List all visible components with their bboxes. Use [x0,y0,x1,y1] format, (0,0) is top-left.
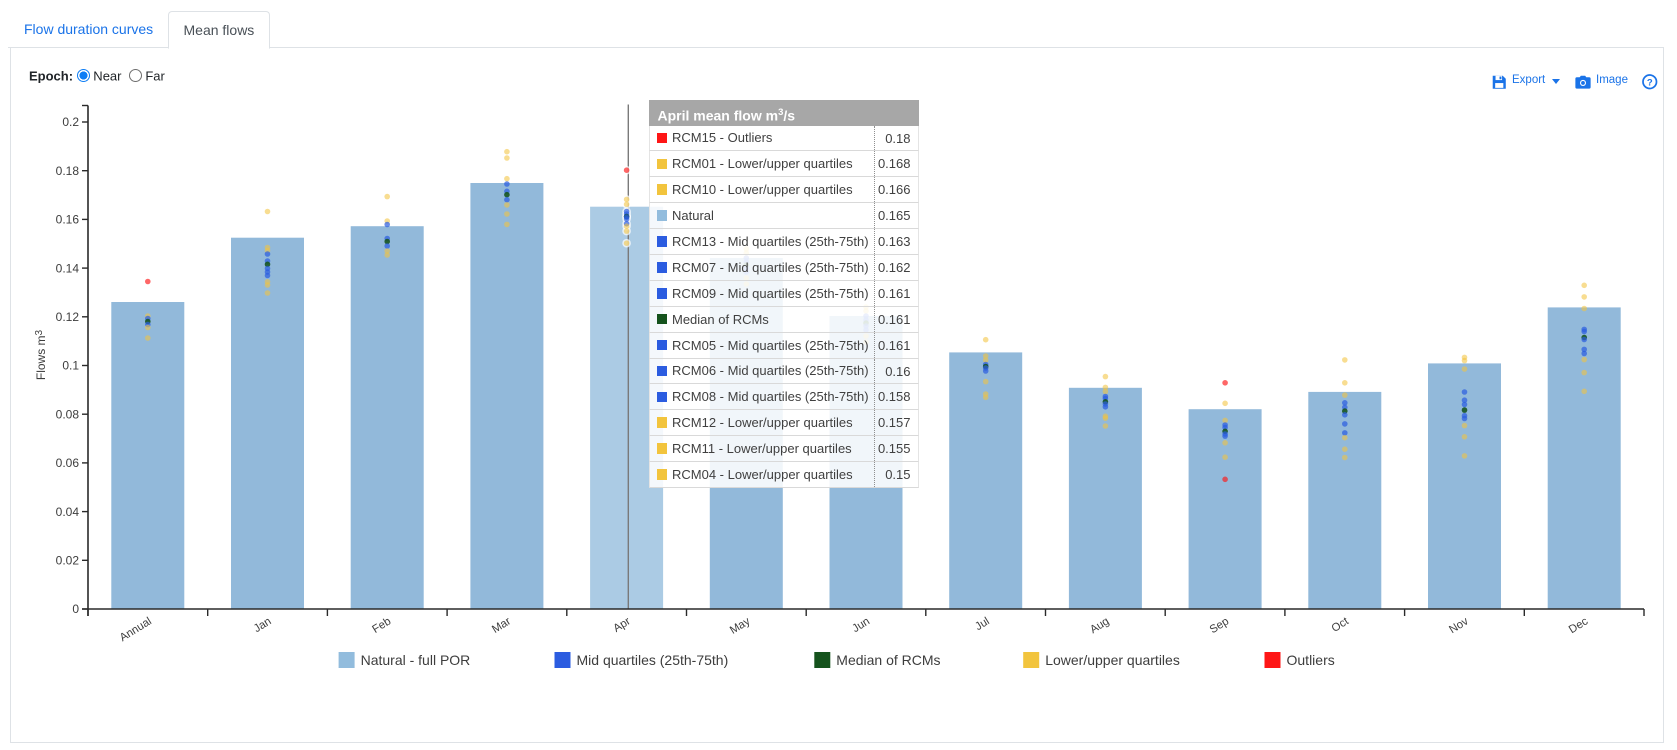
svg-text:Median of RCMs: Median of RCMs [836,652,940,668]
svg-text:0.08: 0.08 [56,407,80,421]
svg-text:Outliers: Outliers [1287,652,1335,668]
svg-text:0.18: 0.18 [56,164,80,178]
svg-text:?: ? [1647,77,1653,88]
svg-text:0.12: 0.12 [56,310,80,324]
svg-text:Natural - full POR: Natural - full POR [361,652,471,668]
svg-text:Mid quartiles (25th-75th): Mid quartiles (25th-75th) [577,652,729,668]
svg-text:0.02: 0.02 [56,554,80,568]
svg-text:0.04: 0.04 [56,505,80,519]
svg-text:0.1: 0.1 [62,359,79,373]
svg-text:Lower/upper quartiles: Lower/upper quartiles [1045,652,1180,668]
svg-text:Flows m3: Flows m3 [34,329,48,380]
svg-text:0: 0 [72,602,79,616]
svg-text:0.16: 0.16 [56,213,80,227]
svg-text:0.14: 0.14 [56,261,80,275]
svg-text:0.06: 0.06 [56,456,80,470]
svg-text:0.2: 0.2 [62,115,79,129]
